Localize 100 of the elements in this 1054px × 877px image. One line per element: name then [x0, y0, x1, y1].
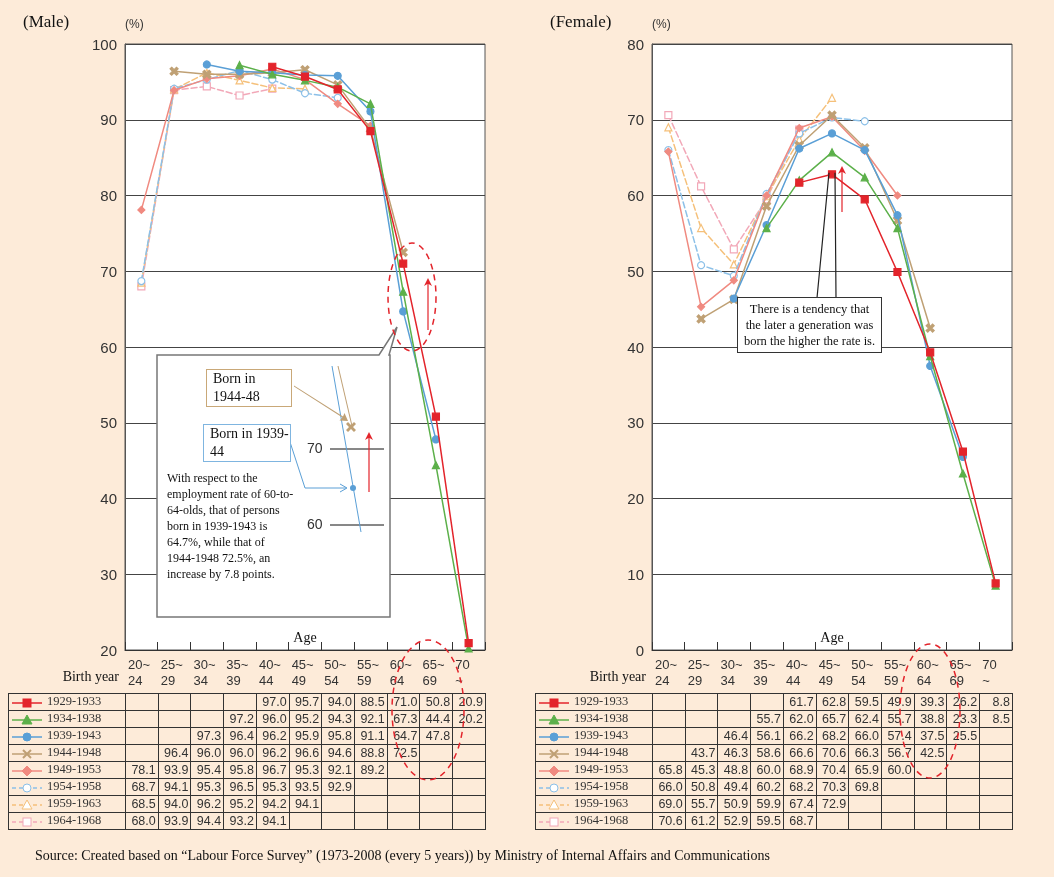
data-label: 96.4	[158, 744, 191, 762]
data-label: 43.7	[685, 744, 718, 762]
data-label: 56.7	[881, 744, 915, 762]
data-label: 38.8	[914, 710, 947, 728]
data-label: 94.3	[321, 710, 355, 728]
data-label: 94.6	[321, 744, 355, 762]
data-label: 69.0	[652, 795, 686, 813]
y-tick-label: 20	[627, 490, 644, 507]
annotation: Born in 1939-44	[203, 424, 291, 462]
chart-title: (Female)	[550, 12, 612, 31]
data-label: 55.7	[685, 795, 718, 813]
y-tick-label: 30	[627, 414, 644, 432]
data-label: 37.5	[914, 727, 947, 745]
legend-label: 1959-1963	[574, 796, 629, 811]
x-axis-title: Age	[292, 630, 318, 646]
data-label: 23.3	[946, 710, 980, 728]
data-label: 60.2	[750, 778, 784, 796]
data-label: 96.2	[256, 744, 290, 762]
data-label: 94.2	[256, 795, 290, 813]
legend-label: 1949-1953	[574, 762, 629, 777]
data-label: 64.7	[387, 727, 420, 745]
chart-title: (Male)	[23, 12, 70, 31]
data-label: 72.5	[387, 744, 420, 762]
data-label: 61.7	[783, 693, 817, 711]
legend-label: 1964-1968	[47, 813, 102, 828]
data-label: 59.9	[750, 795, 784, 813]
data-label: 93.9	[158, 761, 191, 779]
data-label: 68.9	[783, 761, 817, 779]
data-label: 49.9	[881, 693, 915, 711]
x-tick-label: 70 ~	[455, 656, 470, 688]
data-label: 60.0	[750, 761, 784, 779]
data-label: 93.5	[289, 778, 322, 796]
data-label: 56.1	[750, 727, 784, 745]
data-label: 26.2	[946, 693, 980, 711]
x-tick-label: 25~ 29	[160, 656, 184, 688]
data-label: 92.1	[354, 710, 388, 728]
data-label: 66.6	[783, 744, 817, 762]
legend-label: 1934-1938	[47, 711, 102, 726]
data-label: 68.0	[125, 812, 159, 830]
x-tick-label: 25~ 29	[687, 656, 711, 688]
legend-title: Birth year	[588, 669, 646, 685]
x-tick-label: 70 ~	[982, 656, 997, 688]
y-tick-label: 0	[635, 641, 644, 659]
data-label: 65.7	[816, 710, 849, 728]
legend-label: 1939-1943	[47, 728, 102, 743]
data-label: 93.2	[223, 812, 257, 830]
annotation: With respect to the employment rate of 60-to-64-olds, that of persons born in 1939-1943 is 64.7%, while that of 1944-1948 72.5%, an increase by 7.8 points.	[167, 470, 295, 582]
data-label: 95.8	[321, 727, 355, 745]
legend-label: 1929-1933	[574, 694, 629, 709]
y-tick-label: 60	[100, 338, 117, 356]
x-tick-label: 30~ 34	[720, 656, 743, 688]
y-tick-label: 90	[100, 111, 117, 129]
data-label: 96.2	[190, 795, 224, 813]
annotation: 60	[307, 516, 323, 532]
annotation: There is a tendency that the later a generation was born the higher the rate is.	[737, 297, 882, 353]
y-tick-label: 100	[91, 35, 117, 53]
data-label: 97.3	[190, 727, 224, 745]
data-label: 95.2	[289, 710, 322, 728]
data-label: 96.7	[256, 761, 290, 779]
data-label: 20.2	[452, 710, 486, 728]
data-label: 50.8	[685, 778, 718, 796]
x-tick-label: 40~ 44	[785, 656, 809, 688]
data-label: 62.4	[848, 710, 882, 728]
data-label: 92.1	[321, 761, 355, 779]
data-label: 62.8	[816, 693, 849, 711]
data-label: 70.3	[816, 778, 849, 796]
data-label: 67.3	[387, 710, 420, 728]
data-label: 8.8	[979, 693, 1013, 711]
y-axis-title: (%)	[652, 17, 671, 31]
x-tick-label: 55~ 59	[357, 656, 380, 688]
data-label: 96.2	[256, 727, 290, 745]
x-tick-label: 50~ 54	[851, 656, 874, 688]
data-label: 44.4	[419, 710, 453, 728]
data-label: 92.9	[321, 778, 355, 796]
data-label: 67.4	[783, 795, 817, 813]
data-label: 68.7	[125, 778, 159, 796]
x-tick-label: 65~ 69	[949, 656, 973, 688]
y-tick-label: 50	[100, 414, 117, 432]
data-label: 95.4	[190, 761, 224, 779]
data-label: 78.1	[125, 761, 159, 779]
data-label: 45.3	[685, 761, 718, 779]
data-label: 70.6	[652, 812, 686, 830]
data-label: 94.1	[289, 795, 322, 813]
data-label: 96.0	[223, 744, 257, 762]
y-tick-label: 50	[627, 262, 644, 280]
data-label: 68.2	[783, 778, 817, 796]
x-tick-label: 50~ 54	[324, 656, 347, 688]
data-label: 66.2	[783, 727, 817, 745]
x-tick-label: 35~ 39	[226, 656, 249, 688]
data-label: 96.6	[289, 744, 322, 762]
data-label: 55.7	[750, 710, 784, 728]
data-label: 61.2	[685, 812, 718, 830]
data-label: 95.9	[289, 727, 322, 745]
y-tick-label: 80	[627, 35, 644, 53]
data-label: 20.9	[452, 693, 486, 711]
x-tick-label: 60~ 64	[916, 656, 940, 688]
x-tick-label: 35~ 39	[753, 656, 776, 688]
data-label: 55.7	[881, 710, 915, 728]
data-label: 94.1	[256, 812, 290, 830]
x-tick-label: 45~ 49	[818, 656, 842, 688]
